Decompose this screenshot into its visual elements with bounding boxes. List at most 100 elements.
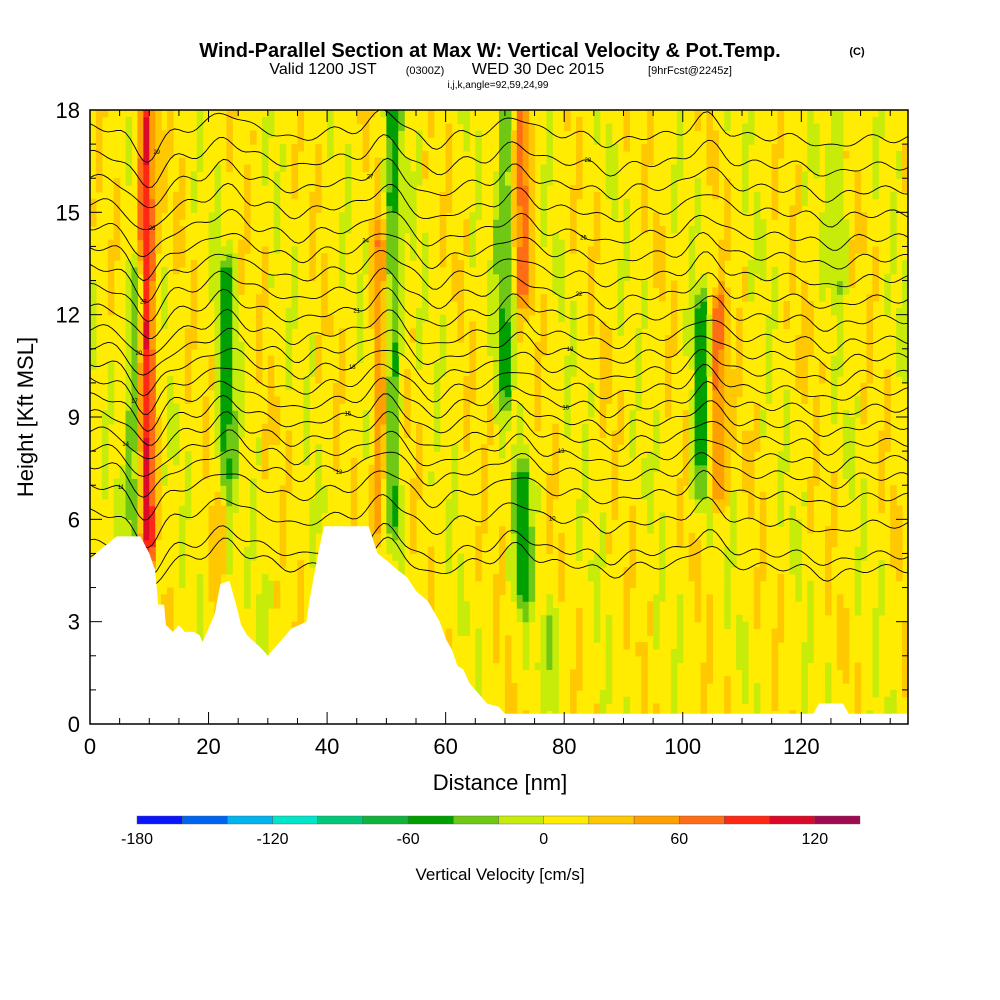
velocity-cell: [807, 123, 814, 132]
velocity-cell: [510, 512, 518, 520]
velocity-cell: [208, 273, 216, 282]
velocity-cell: [552, 478, 559, 486]
velocity-cell: [866, 362, 874, 370]
velocity-cell: [789, 280, 796, 288]
velocity-cell: [327, 110, 334, 118]
velocity-cell: [410, 185, 417, 193]
velocity-cell: [504, 314, 512, 323]
velocity-cell: [747, 471, 755, 479]
velocity-cell: [605, 655, 613, 664]
velocity-cell: [647, 628, 654, 636]
velocity-cell: [214, 444, 222, 452]
velocity-cell: [392, 321, 399, 329]
velocity-cell: [653, 280, 660, 288]
velocity-cell: [499, 164, 506, 172]
velocity-cell: [398, 307, 405, 316]
velocity-cell: [546, 110, 553, 118]
velocity-cell: [161, 280, 168, 288]
velocity-cell: [576, 178, 583, 186]
velocity-cell: [451, 498, 459, 507]
velocity-cell: [267, 410, 275, 418]
velocity-cell: [611, 457, 619, 466]
velocity-cell: [499, 191, 506, 200]
velocity-cell: [842, 642, 850, 650]
velocity-cell: [386, 519, 393, 527]
velocity-cell: [493, 348, 500, 357]
velocity-cell: [896, 150, 903, 159]
velocity-cell: [309, 560, 316, 568]
velocity-cell: [854, 410, 862, 418]
velocity-cell: [386, 178, 393, 186]
velocity-cell: [718, 444, 725, 452]
velocity-cell: [469, 369, 476, 377]
velocity-cell: [95, 116, 103, 125]
velocity-cell: [854, 191, 862, 200]
velocity-cell: [226, 532, 233, 541]
velocity-cell: [220, 567, 227, 575]
velocity-cell: [504, 655, 512, 664]
velocity-cell: [499, 123, 506, 132]
velocity-cell: [208, 512, 216, 520]
velocity-cell: [178, 232, 186, 241]
velocity-cell: [599, 417, 607, 425]
velocity-cell: [410, 498, 417, 507]
velocity-cell: [303, 410, 310, 418]
velocity-cell: [510, 191, 518, 200]
velocity-cell: [149, 198, 156, 207]
velocity-cell: [558, 594, 565, 602]
velocity-cell: [647, 157, 654, 166]
velocity-cell: [416, 157, 423, 166]
velocity-cell: [232, 457, 239, 466]
velocity-cell: [676, 635, 684, 643]
velocity-cell: [516, 178, 524, 186]
velocity-cell: [445, 553, 453, 561]
velocity-cell: [499, 396, 506, 404]
velocity-cell: [338, 273, 346, 282]
velocity-cell: [386, 157, 393, 166]
velocity-cell: [451, 444, 459, 452]
velocity-cell: [848, 451, 856, 459]
velocity-cell: [190, 307, 198, 316]
velocity-cell: [196, 601, 204, 609]
velocity-cell: [392, 185, 399, 193]
velocity-cell: [250, 546, 257, 555]
velocity-cell: [445, 526, 453, 534]
velocity-cell: [238, 341, 245, 350]
velocity-cell: [653, 451, 660, 459]
velocity-cell: [386, 478, 393, 486]
velocity-cell: [510, 212, 518, 220]
velocity-cell: [659, 546, 666, 555]
velocity-cell: [226, 321, 233, 329]
velocity-cell: [641, 642, 648, 650]
velocity-cell: [587, 389, 595, 398]
velocity-cell: [504, 376, 512, 384]
velocity-cell: [172, 423, 180, 432]
velocity-cell: [623, 635, 631, 643]
velocity-cell: [309, 369, 316, 377]
velocity-cell: [303, 417, 310, 425]
velocity-cell: [878, 560, 885, 568]
velocity-cell: [433, 444, 441, 452]
velocity-cell: [860, 553, 868, 561]
velocity-cell: [694, 348, 702, 357]
velocity-cell: [522, 246, 530, 254]
velocity-cell: [244, 212, 251, 220]
velocity-cell: [202, 437, 210, 445]
velocity-cell: [499, 369, 506, 377]
velocity-cell: [516, 314, 524, 323]
velocity-cell: [516, 526, 524, 534]
velocity-cell: [107, 246, 115, 254]
velocity-cell: [143, 457, 150, 466]
velocity-cell: [842, 225, 850, 234]
velocity-cell: [155, 464, 162, 473]
velocity-cell: [516, 130, 524, 138]
velocity-cell: [226, 423, 233, 432]
velocity-cell: [309, 355, 316, 364]
theta-contour-label: 18: [349, 365, 356, 371]
velocity-cell: [664, 376, 672, 384]
velocity-cell: [255, 642, 263, 650]
velocity-cell: [297, 601, 304, 609]
velocity-cell: [386, 417, 393, 425]
velocity-cell: [338, 239, 346, 248]
velocity-cell: [576, 546, 583, 555]
